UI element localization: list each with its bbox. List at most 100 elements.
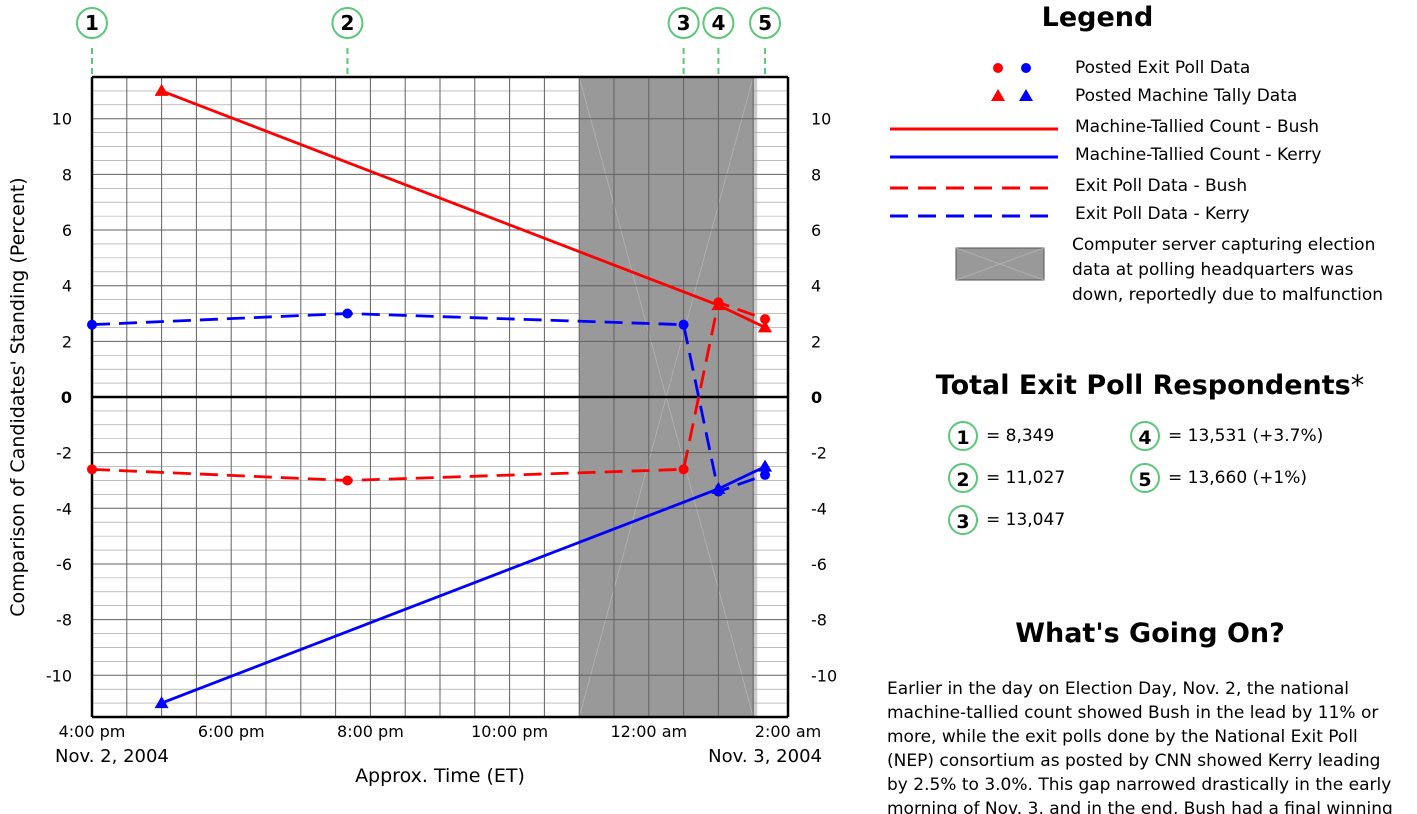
respondent-badge: 1	[948, 421, 978, 451]
point-exit-poll-data-bush	[87, 464, 97, 475]
tick-labels: -10 -10 -8 -8 -6 -6 -4 -4 -2 -2 0 0 2 2 4 4 6 6 8 8 10 10 4:00…	[46, 110, 837, 741]
legend-label: Machine-Tallied Count - Kerry	[1075, 145, 1322, 165]
respondent-value: = 13,531 (+3.7%)	[1168, 426, 1324, 446]
legend-swatch	[993, 63, 1031, 73]
point-exit-poll-data-bush	[760, 314, 771, 325]
series-line-exit-poll-data-kerry	[91, 312, 766, 494]
point-machine-tallied-count-bush	[758, 320, 773, 333]
respondent-badge: 4	[1130, 421, 1160, 451]
explanation-line: more, while the exit polls done by the N…	[887, 727, 1358, 747]
y-tick-label-right: -4	[811, 499, 827, 518]
y-tick-label-right: 0	[811, 388, 822, 407]
legend-label: Posted Exit Poll Data	[1075, 58, 1251, 78]
legend-item: Exit Poll Data - Kerry	[870, 202, 1417, 230]
x-tick-label: 12:00 am	[611, 722, 688, 741]
legend-shade-label: down, reportedly due to malfunction	[1072, 285, 1384, 305]
point-exit-poll-data-bush	[678, 464, 689, 475]
chart: -10 -10 -8 -8 -6 -6 -4 -4 -2 -2 0 0 2 2 4 4 6 6 8 8 10 10 4:00…	[7, 7, 837, 787]
explanation-title: What's Going On?	[1015, 618, 1285, 649]
legend-label: Exit Poll Data - Kerry	[1075, 204, 1250, 224]
y-tick-label-right: 6	[811, 221, 821, 240]
explanation-text: Earlier in the day on Election Day, Nov.…	[887, 677, 1417, 814]
explanation-line: morning of Nov. 3, and in the end, Bush …	[887, 799, 1393, 814]
marker-label: 3	[677, 11, 691, 35]
respondents-title: Total Exit Poll Respondents*	[870, 370, 1417, 401]
date-right: Nov. 3, 2004	[708, 746, 822, 767]
marker-label: 1	[85, 11, 99, 35]
marker-circle	[331, 7, 364, 39]
y-tick-label-right: -6	[811, 555, 827, 574]
marker-label: 5	[758, 11, 772, 35]
marker-label: 2	[340, 11, 354, 35]
date-left: Nov. 2, 2004	[55, 746, 169, 767]
respondent-value: = 8,349	[986, 426, 1055, 446]
legend-item: Posted Exit Poll Data	[870, 56, 1417, 84]
respondent-item: 1 = 8,349	[948, 421, 1054, 451]
y-tick-label-left: -4	[56, 499, 72, 518]
marker-circle	[749, 7, 782, 39]
legend-item: Machine-Tallied Count - Bush	[870, 115, 1417, 143]
respondent-badge: 5	[1130, 463, 1160, 493]
point-exit-poll-data-bush	[713, 297, 724, 308]
explanation-line: (NEP) consortium as posted by CNN showed…	[887, 751, 1381, 771]
legend-dot-bush	[993, 63, 1003, 73]
respondent-value: = 11,027	[986, 468, 1066, 488]
point-exit-poll-data-kerry	[713, 486, 724, 497]
marker-label: 4	[711, 11, 725, 35]
respondent-item: 5 = 13,660 (+1%)	[1130, 463, 1307, 493]
respondent-item: 2 = 11,027	[948, 463, 1065, 493]
y-tick-label-right: -8	[811, 611, 827, 630]
side-panel: Legend Posted Exit Poll Data Posted Machi…	[870, 0, 1417, 814]
y-tick-label-left: 6	[62, 221, 72, 240]
point-exit-poll-data-bush	[342, 475, 353, 486]
marker-circle	[76, 7, 108, 39]
y-tick-label-right: 2	[811, 332, 821, 351]
point-machine-tallied-count-kerry	[758, 459, 773, 472]
y-tick-label-left: -10	[46, 666, 72, 685]
y-tick-label-left: 8	[62, 165, 72, 184]
legend-swatch	[890, 127, 1058, 131]
respondent-badge: 3	[948, 505, 978, 535]
x-tick-label: 4:00 pm	[59, 722, 126, 741]
legend-swatch	[890, 155, 1058, 159]
y-tick-label-left: -6	[56, 555, 72, 574]
y-tick-label-left: 0	[61, 388, 72, 407]
respondents-asterisk: *	[1350, 370, 1365, 401]
legend-swatch	[890, 214, 1058, 218]
x-tick-label: 8:00 pm	[337, 722, 404, 741]
y-tick-label-left: 4	[62, 277, 72, 296]
point-exit-poll-data-kerry	[87, 319, 97, 330]
x-tick-label: 6:00 pm	[198, 722, 265, 741]
y-tick-label-left: -2	[56, 444, 72, 463]
explanation-line: by 2.5% to 3.0%. This gap narrowed drast…	[887, 775, 1392, 795]
legend-shade-label: data at polling headquarters was	[1072, 260, 1354, 280]
y-tick-label-right: 10	[811, 110, 831, 129]
legend-swatch	[890, 186, 1058, 190]
respondent-value: = 13,047	[986, 510, 1066, 530]
legend-item: Posted Machine Tally Data	[870, 84, 1417, 112]
legend-label: Posted Machine Tally Data	[1075, 86, 1298, 106]
point-exit-poll-data-kerry	[342, 308, 353, 319]
point-exit-poll-data-kerry	[760, 469, 771, 480]
y-tick-label-right: 8	[811, 165, 821, 184]
legend-item: Machine-Tallied Count - Kerry	[870, 143, 1417, 171]
legend-label: Machine-Tallied Count - Bush	[1075, 117, 1320, 137]
legend-tri-kerry	[1019, 89, 1033, 101]
y-tick-label-right: -10	[811, 666, 837, 685]
legend-tri-bush	[991, 89, 1005, 101]
point-machine-tallied-count-kerry	[154, 696, 169, 709]
y-tick-label-left: -8	[56, 611, 72, 630]
legend-shade-label: Computer server capturing election	[1072, 235, 1376, 255]
x-tick-label: 10:00 pm	[471, 722, 548, 741]
point-machine-tallied-count-bush	[154, 83, 169, 96]
y-tick-label-left: 10	[52, 110, 72, 129]
respondents-title-text: Total Exit Poll Respondents	[935, 370, 1351, 401]
legend-label: Exit Poll Data - Bush	[1075, 176, 1248, 196]
y-tick-label-left: 2	[62, 332, 72, 351]
x-tick-label: 2:00 am	[755, 722, 821, 741]
x-axis-label: Approx. Time (ET)	[355, 765, 525, 787]
series	[87, 83, 773, 709]
legend-title: Legend	[1041, 2, 1154, 33]
y-tick-label-right: 4	[811, 277, 821, 296]
